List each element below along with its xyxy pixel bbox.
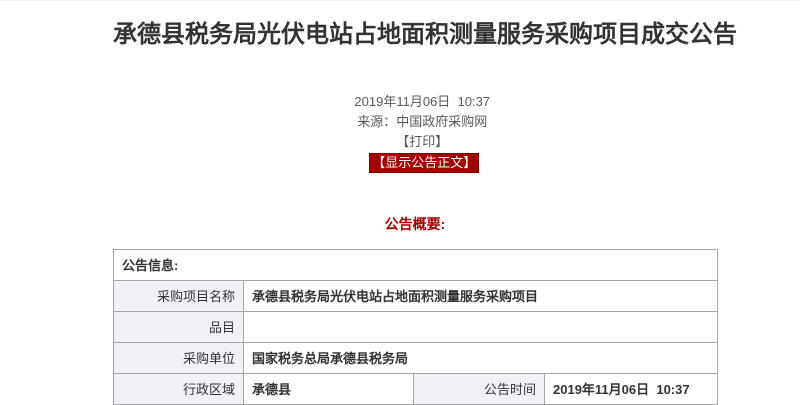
field-value-category <box>242 310 719 343</box>
field-value-region: 承德县 <box>243 372 414 405</box>
field-value-purchaser: 国家税务总局承德县税务局 <box>242 341 719 374</box>
table-row-dates: 本项目招标公告日期 2019年10月24日 中标日期 2019年11月05日 <box>113 403 719 405</box>
show-announcement-body-button[interactable]: 【显示公告正文】 <box>369 152 480 173</box>
page-title: 承德县税务局光伏电站占地面积测量服务采购项目成交公告 <box>113 21 737 48</box>
field-label-tender-notice-date: 本项目招标公告日期 <box>113 403 244 405</box>
field-label-project-name: 采购项目名称 <box>113 279 244 312</box>
announcement-info-table: 公告信息: 采购项目名称 承德县税务局光伏电站占地面积测量服务采购项目 品目 采… <box>112 248 719 405</box>
field-value-award-date: 2019年11月05日 <box>543 403 719 405</box>
announcement-page: 承德县税务局光伏电站占地面积测量服务采购项目成交公告 2019年11月06日 1… <box>112 18 737 405</box>
field-value-tender-notice-date: 2019年10月24日 <box>243 403 414 405</box>
publish-datetime: 2019年11月06日 10:37 <box>354 94 491 109</box>
field-label-award-date: 中标日期 <box>413 403 545 405</box>
table-row-project-name: 采购项目名称 承德县税务局光伏电站占地面积测量服务采购项目 <box>113 279 719 312</box>
table-row-purchaser: 采购单位 国家税务总局承德县税务局 <box>113 341 719 374</box>
field-value-announce-time: 2019年11月06日 10:37 <box>543 372 719 405</box>
table-row-category: 品目 <box>113 310 719 343</box>
field-label-purchaser: 采购单位 <box>113 341 244 374</box>
field-value-project-name: 承德县税务局光伏电站占地面积测量服务采购项目 <box>242 279 719 312</box>
field-label-region: 行政区域 <box>113 372 244 405</box>
table-row-region-time: 行政区域 承德县 公告时间 2019年11月06日 10:37 <box>113 372 719 405</box>
field-label-category: 品目 <box>113 310 244 343</box>
print-button[interactable]: 【打印】 <box>396 134 449 149</box>
field-label-announce-time: 公告时间 <box>413 372 545 405</box>
table-row-section-header: 公告信息: <box>112 248 719 281</box>
meta-line: 2019年11月06日 10:37 来源：中国政府采购网 【打印】 【显示公告正… <box>113 72 717 193</box>
section-title: 公告信息: <box>112 248 719 281</box>
source-label: 来源：中国政府采购网 <box>357 114 488 129</box>
summary-heading: 公告概要: <box>384 215 446 232</box>
